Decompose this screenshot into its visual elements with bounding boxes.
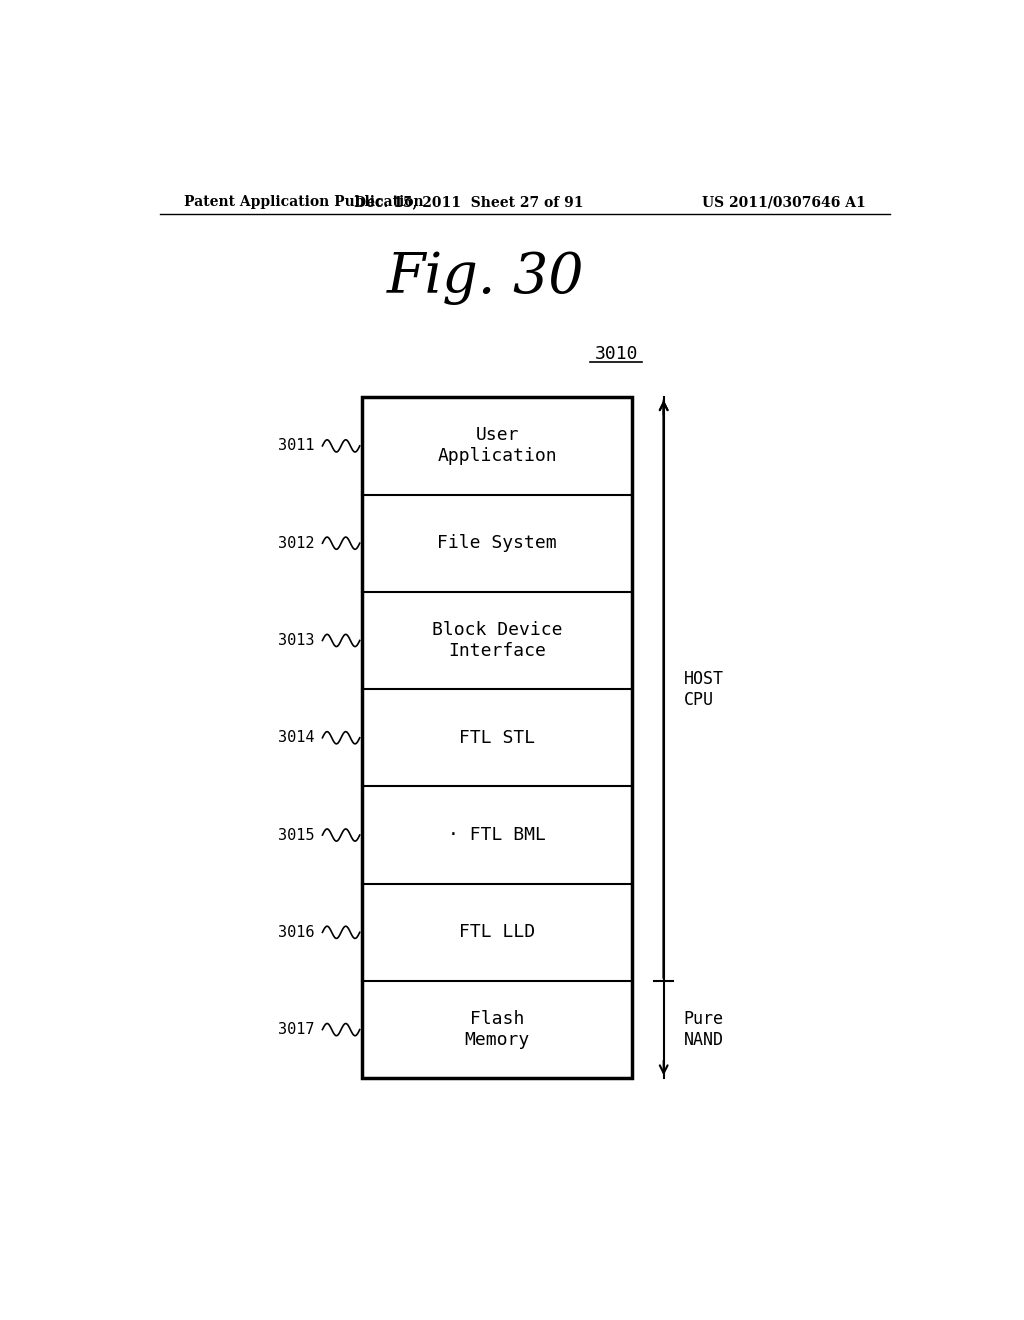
Text: 3016: 3016 (278, 925, 314, 940)
Text: FTL STL: FTL STL (459, 729, 536, 747)
Text: Patent Application Publication: Patent Application Publication (183, 195, 423, 209)
Text: FTL LLD: FTL LLD (459, 923, 536, 941)
Text: 3011: 3011 (278, 438, 314, 453)
Text: Fig. 30: Fig. 30 (386, 249, 584, 305)
Text: User
Application: User Application (437, 426, 557, 465)
Text: 3014: 3014 (278, 730, 314, 746)
Text: File System: File System (437, 535, 557, 552)
Text: 3013: 3013 (278, 634, 314, 648)
Text: Block Device
Interface: Block Device Interface (432, 622, 562, 660)
Text: · FTL BML: · FTL BML (449, 826, 546, 843)
Text: 3015: 3015 (278, 828, 314, 842)
Text: HOST
CPU: HOST CPU (684, 669, 724, 709)
Text: 3012: 3012 (278, 536, 314, 550)
Text: Pure
NAND: Pure NAND (684, 1010, 724, 1049)
Bar (362, 397, 632, 1078)
Text: 3017: 3017 (278, 1022, 314, 1038)
Text: 3010: 3010 (594, 345, 638, 363)
Text: Flash
Memory: Flash Memory (465, 1010, 529, 1049)
Text: US 2011/0307646 A1: US 2011/0307646 A1 (702, 195, 866, 209)
Text: Dec. 15, 2011  Sheet 27 of 91: Dec. 15, 2011 Sheet 27 of 91 (354, 195, 584, 209)
